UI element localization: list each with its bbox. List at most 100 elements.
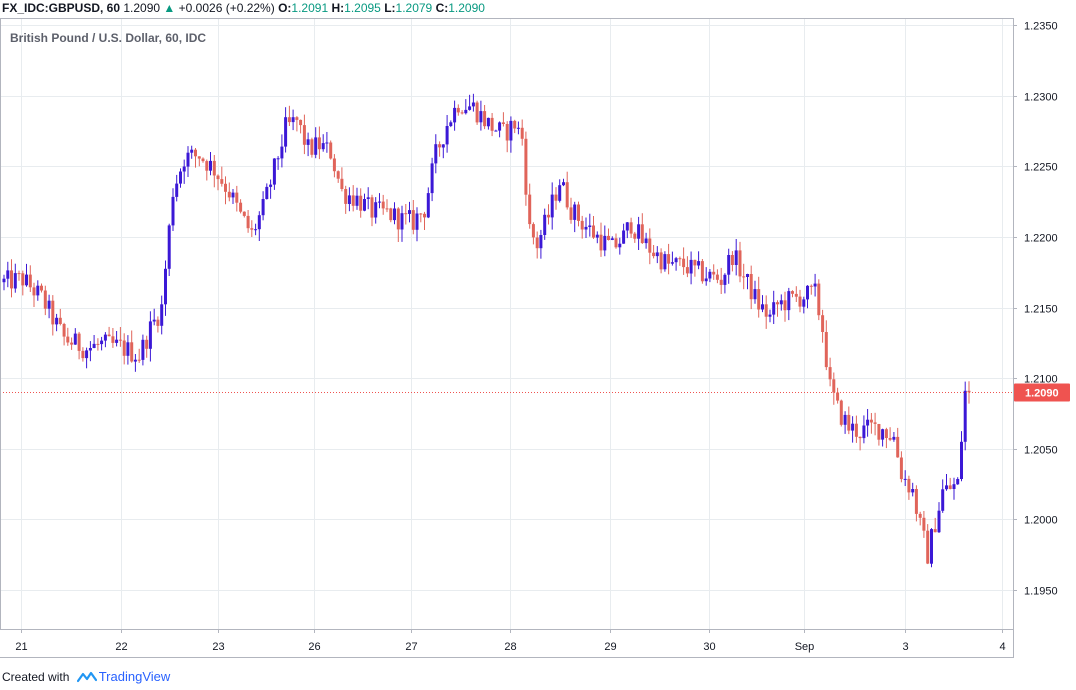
candle: [209, 152, 212, 176]
candle: [723, 273, 727, 294]
price-axis[interactable]: 1.1950 1.2000 1.2050 1.2100 1.2150 1.2200 1.22…: [1013, 21, 1058, 598]
candle: [25, 263, 28, 287]
candle: [539, 229, 543, 259]
time-axis[interactable]: 21 22 23 26 27 28 29 30 Sep 3 4: [15, 629, 1006, 653]
candle: [562, 178, 565, 187]
candle: [836, 387, 840, 404]
candle: [866, 409, 870, 437]
candle: [577, 201, 580, 227]
candle: [670, 251, 674, 266]
symbol-name[interactable]: FX_IDC:GBPUSD, 60: [2, 1, 121, 15]
candle: [115, 331, 119, 347]
candle: [88, 341, 92, 362]
candle: [370, 194, 374, 227]
candle: [194, 148, 197, 168]
candle: [73, 328, 77, 345]
candle: [148, 311, 152, 362]
candle: [877, 423, 881, 446]
candle: [2, 274, 6, 291]
candle: [779, 294, 783, 311]
candle: [231, 189, 235, 204]
candle: [265, 183, 269, 200]
open-value: 1.2091: [291, 1, 329, 15]
candle: [430, 157, 434, 202]
candle: [419, 213, 423, 223]
candle: [828, 357, 832, 387]
candle: [201, 157, 205, 163]
candle: [764, 295, 768, 329]
candle: [625, 222, 629, 239]
candle: [182, 159, 186, 184]
candle: [588, 213, 592, 237]
candle: [547, 204, 550, 225]
candle: [460, 110, 464, 115]
candle: [776, 300, 779, 317]
candle: [573, 201, 577, 233]
y-tick-label: 1.2050: [1024, 445, 1058, 457]
candle: [464, 99, 468, 115]
candle: [963, 381, 967, 451]
attribution-footer: Created with TradingView: [0, 664, 1076, 690]
candle: [100, 336, 104, 351]
candle: [58, 308, 62, 326]
candle: [81, 347, 85, 362]
candle: [295, 116, 299, 132]
candle: [794, 286, 798, 302]
candle: [869, 413, 873, 434]
high-label: H:: [331, 1, 345, 15]
candle: [107, 326, 111, 337]
candle: [937, 502, 941, 533]
candle: [96, 338, 100, 351]
candle: [956, 477, 960, 485]
candle: [554, 187, 558, 210]
x-tick-label: 4: [999, 641, 1005, 653]
candle: [479, 100, 483, 131]
candle: [791, 290, 794, 298]
candle: [896, 427, 900, 458]
candle: [426, 187, 430, 219]
candle: [498, 121, 502, 138]
candle: [216, 174, 220, 191]
candle: [381, 194, 385, 215]
x-tick-label: 22: [115, 641, 127, 653]
candle: [126, 335, 130, 365]
candle: [389, 207, 393, 223]
candle: [111, 328, 115, 348]
close-label: C:: [435, 1, 449, 15]
candle: [528, 183, 532, 229]
candle: [531, 222, 535, 245]
candle: [325, 132, 329, 153]
candle: [77, 331, 81, 360]
candle: [761, 295, 764, 313]
candle: [693, 259, 697, 277]
candle: [592, 216, 595, 239]
candle: [569, 197, 573, 224]
candle: [103, 332, 107, 348]
candle: [809, 284, 813, 295]
candle: [610, 236, 614, 241]
candle: [640, 213, 644, 244]
candle: [543, 208, 547, 240]
candle: [494, 129, 498, 132]
symbol-header: FX_IDC:GBPUSD, 60 1.2090 ▲ +0.0026 (+0.2…: [0, 0, 1076, 18]
y-tick-label: 1.2150: [1024, 304, 1058, 316]
x-tick-label: 30: [703, 641, 715, 653]
candle: [411, 200, 415, 235]
candle: [839, 399, 843, 427]
candle: [167, 223, 171, 276]
candle: [393, 202, 396, 225]
price-tag-background: [1014, 383, 1070, 402]
candle: [884, 427, 888, 449]
x-tick-label: 27: [405, 641, 417, 653]
candle: [145, 335, 149, 358]
candle: [599, 222, 603, 257]
chart-title: British Pound / U.S. Dollar, 60, IDC: [10, 31, 206, 45]
last-price-tag: 1.2090: [1014, 383, 1070, 402]
tradingview-link[interactable]: TradingView: [98, 669, 171, 684]
candle: [92, 335, 96, 349]
candle: [171, 188, 175, 231]
candle: [359, 188, 363, 218]
tradingview-logo-icon: [76, 671, 97, 682]
candle: [62, 322, 66, 346]
